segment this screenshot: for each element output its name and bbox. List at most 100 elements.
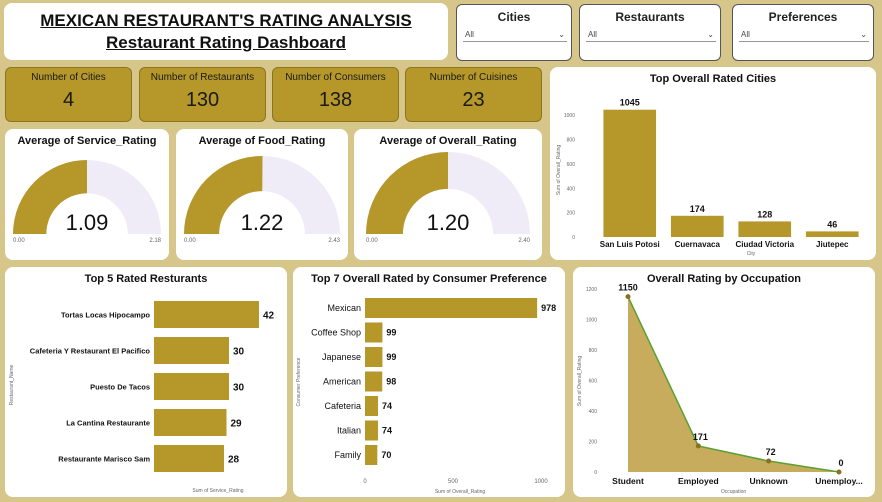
gauge-value-label: 1.22 — [241, 210, 284, 235]
occupation-chart: 0 200 400 600 800 1000 1200 Sum of Overall_Rati… — [577, 283, 863, 495]
kpi-cities-value: 4 — [62, 89, 75, 111]
y-tick-label: 1000 — [586, 318, 597, 324]
data-label: 128 — [757, 209, 772, 219]
x-tick-label: Employed — [678, 476, 719, 486]
bar — [365, 371, 383, 392]
kpi-consumers: Number of Consumers 138 — [272, 67, 399, 122]
kpi-cuisines-value: 23 — [462, 89, 485, 111]
slicer-preferences-value: All — [741, 30, 750, 39]
x-tick-label: 0 — [363, 479, 367, 485]
y-tick-label: Cafeteria — [324, 401, 361, 411]
data-label: 174 — [690, 204, 705, 214]
data-label: 74 — [382, 426, 392, 436]
bar — [670, 215, 724, 237]
bar — [154, 373, 229, 400]
x-axis-label: City — [747, 251, 756, 257]
gauge-min-label: 0.00 — [366, 238, 378, 244]
data-label: 28 — [228, 455, 240, 466]
chevron-down-icon: ⌄ — [860, 30, 867, 39]
gauge-fill — [184, 156, 263, 234]
bar — [365, 322, 383, 343]
top-preferences-card: Top 7 Overall Rated by Consumer Preferen… — [293, 267, 565, 497]
data-label: 1045 — [620, 98, 640, 108]
gauge-max-label: 2.18 — [149, 238, 161, 244]
x-axis-label: Occupation — [721, 489, 747, 495]
bar — [154, 409, 227, 436]
gauge-overall-card: Average of Overall_Rating 1.20 0.00 2.40 — [354, 129, 542, 260]
gauge-service-title: Average of Service_Rating — [17, 135, 157, 147]
y-tick-label: Family — [335, 450, 362, 460]
gauge-food-card: Average of Food_Rating 1.22 0.00 2.43 — [176, 129, 348, 260]
y-tick-label: Cafeteria Y Restaurant El Pacifico — [30, 347, 151, 356]
header-card: MEXICAN RESTAURANT'S RATING ANALYSIS Res… — [4, 3, 448, 60]
x-axis-label: Sum of Overall_Rating — [435, 489, 486, 495]
y-tick-label: 200 — [589, 440, 598, 446]
bar — [154, 337, 229, 364]
slicer-cities-value: All — [465, 30, 474, 39]
slicer-cities-label: Cities — [497, 10, 531, 24]
kpi-consumers-value: 138 — [318, 89, 353, 111]
kpi-restaurants-value: 130 — [185, 89, 220, 111]
data-label: 30 — [233, 347, 245, 358]
y-tick-label: 1200 — [586, 287, 597, 293]
x-tick-label: Jiutepec — [816, 240, 849, 249]
gauge-fill — [13, 160, 87, 234]
bar — [738, 221, 792, 237]
y-tick-label: 600 — [567, 162, 576, 168]
chevron-down-icon: ⌄ — [707, 30, 714, 39]
gauge-max-label: 2.40 — [518, 238, 530, 244]
data-point — [695, 443, 701, 449]
y-tick-label: Coffee Shop — [311, 328, 361, 338]
gauge-value-label: 1.20 — [427, 210, 470, 235]
data-label: 99 — [386, 328, 396, 338]
kpi-restaurants: Number of Restaurants 130 — [139, 67, 266, 122]
slicer-preferences[interactable]: Preferences All ⌄ — [732, 4, 874, 61]
x-tick-label: Ciudad Victoria — [735, 240, 794, 249]
data-point — [766, 458, 772, 464]
slicer-preferences-dropdown[interactable]: All ⌄ — [739, 28, 869, 42]
x-tick-label: Unemploy... — [815, 476, 863, 486]
x-tick-label: 1000 — [534, 479, 548, 485]
slicer-restaurants[interactable]: Restaurants All ⌄ — [579, 4, 721, 61]
kpi-cuisines: Number of Cuisines 23 — [405, 67, 542, 122]
top-restaurants-title: Top 5 Rated Resturants — [84, 273, 208, 285]
y-axis-label: Sum of Overall_Rating — [577, 356, 583, 407]
kpi-cities: Number of Cities 4 — [5, 67, 132, 122]
data-label: 99 — [386, 352, 396, 362]
data-label: 30 — [233, 383, 245, 394]
y-tick-label: 600 — [589, 379, 598, 385]
x-tick-label: Cuernavaca — [675, 240, 721, 249]
y-tick-label: 200 — [567, 211, 576, 217]
bar — [365, 445, 378, 465]
gauge-overall-chart: 1.20 0.00 2.40 — [366, 152, 531, 244]
kpi-consumers-label: Number of Consumers — [285, 72, 386, 83]
bar — [365, 347, 383, 367]
occupation-title: Overall Rating by Occupation — [646, 273, 802, 285]
gauge-min-label: 0.00 — [184, 238, 196, 244]
slicer-cities-dropdown[interactable]: All ⌄ — [463, 28, 567, 42]
y-tick-label: 1000 — [564, 113, 575, 119]
kpi-restaurants-label: Number of Restaurants — [150, 72, 255, 83]
y-tick-label: Mexican — [327, 303, 361, 313]
y-tick-label: Restaurante Marisco Sam — [58, 455, 150, 464]
data-label: 42 — [263, 311, 275, 322]
y-tick-label: 800 — [589, 348, 598, 354]
kpi-cuisines-label: Number of Cuisines — [429, 72, 518, 83]
gauge-food-chart: 1.22 0.00 2.43 — [184, 156, 341, 244]
slicer-restaurants-dropdown[interactable]: All ⌄ — [586, 28, 716, 42]
bar — [365, 298, 538, 318]
gauge-overall-title: Average of Overall_Rating — [379, 135, 517, 147]
bar — [365, 396, 379, 416]
slicer-restaurants-label: Restaurants — [615, 10, 685, 24]
y-axis-label: Sum of Overall_Rating — [556, 145, 562, 196]
x-axis-label: Sum of Service_Rating — [192, 488, 243, 494]
gauge-fill — [366, 152, 448, 234]
slicer-cities[interactable]: Cities All ⌄ — [456, 4, 572, 61]
gauge-max-label: 2.43 — [328, 238, 340, 244]
data-label: 98 — [386, 377, 396, 387]
data-point — [836, 469, 842, 475]
data-label: 1150 — [618, 283, 638, 293]
y-tick-label: La Cantina Restaurante — [66, 419, 150, 428]
bar — [365, 420, 379, 441]
data-label: 978 — [541, 303, 556, 313]
